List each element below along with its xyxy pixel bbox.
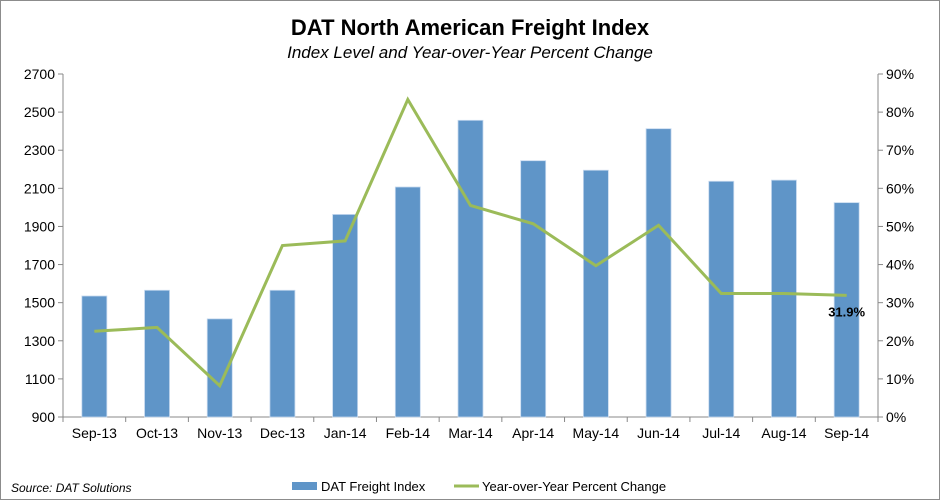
right-tick-label: 80% <box>886 104 914 120</box>
left-tick-label: 1300 <box>24 333 55 349</box>
right-tick-label: 10% <box>886 371 914 387</box>
bar-mar-14 <box>457 119 484 418</box>
bar-sep-13 <box>81 295 108 418</box>
left-tick-label: 2500 <box>24 104 55 120</box>
right-tick-label: 20% <box>886 333 914 349</box>
x-tick-label: Mar-14 <box>448 425 493 441</box>
left-tick-label: 1900 <box>24 218 55 234</box>
x-tick-label: Jan-14 <box>324 425 367 441</box>
left-tick-label: 900 <box>32 409 56 425</box>
x-tick-label: Aug-14 <box>761 425 806 441</box>
legend-label-bar: DAT Freight Index <box>321 479 426 494</box>
chart-title: DAT North American Freight Index <box>290 15 650 40</box>
left-tick-label: 1700 <box>24 257 55 273</box>
x-tick-label: Feb-14 <box>386 425 431 441</box>
x-tick-label: Sep-14 <box>824 425 869 441</box>
left-tick-label: 2300 <box>24 142 55 158</box>
legend-label-line: Year-over-Year Percent Change <box>482 479 666 494</box>
x-tick-label: Dec-13 <box>260 425 305 441</box>
right-tick-label: 40% <box>886 257 914 273</box>
left-tick-label: 1100 <box>25 371 55 387</box>
x-tick-label: Jul-14 <box>702 425 740 441</box>
bar-feb-14 <box>394 186 421 418</box>
source-note: Source: DAT Solutions <box>11 481 132 495</box>
bar-jun-14 <box>645 128 672 418</box>
x-tick-label: Sep-13 <box>72 425 117 441</box>
right-tick-label: 30% <box>886 295 914 311</box>
right-tick-label: 50% <box>886 218 914 234</box>
legend-swatch-bar <box>292 482 317 490</box>
x-tick-label: Nov-13 <box>197 425 242 441</box>
bar-may-14 <box>582 169 609 418</box>
bar-nov-13 <box>206 318 233 418</box>
right-tick-label: 90% <box>886 66 914 82</box>
right-tick-label: 0% <box>886 409 906 425</box>
bar-jul-14 <box>708 180 735 418</box>
left-tick-label: 2700 <box>24 66 55 82</box>
chart-subtitle: Index Level and Year-over-Year Percent C… <box>287 43 653 62</box>
bar-apr-14 <box>520 160 547 418</box>
bar-dec-13 <box>269 289 296 418</box>
bar-oct-13 <box>144 289 170 418</box>
x-tick-label: Jun-14 <box>637 425 680 441</box>
bar-sep-14 <box>833 202 860 418</box>
x-tick-label: Apr-14 <box>512 425 554 441</box>
left-tick-label: 1500 <box>24 295 55 311</box>
data-label-last: 31.9% <box>828 304 865 319</box>
right-tick-label: 70% <box>886 142 914 158</box>
right-tick-label: 60% <box>886 180 914 196</box>
x-tick-label: May-14 <box>573 425 620 441</box>
bar-jan-14 <box>332 214 359 418</box>
left-tick-label: 2100 <box>24 180 55 196</box>
x-tick-label: Oct-13 <box>136 425 178 441</box>
bar-aug-14 <box>771 179 797 418</box>
